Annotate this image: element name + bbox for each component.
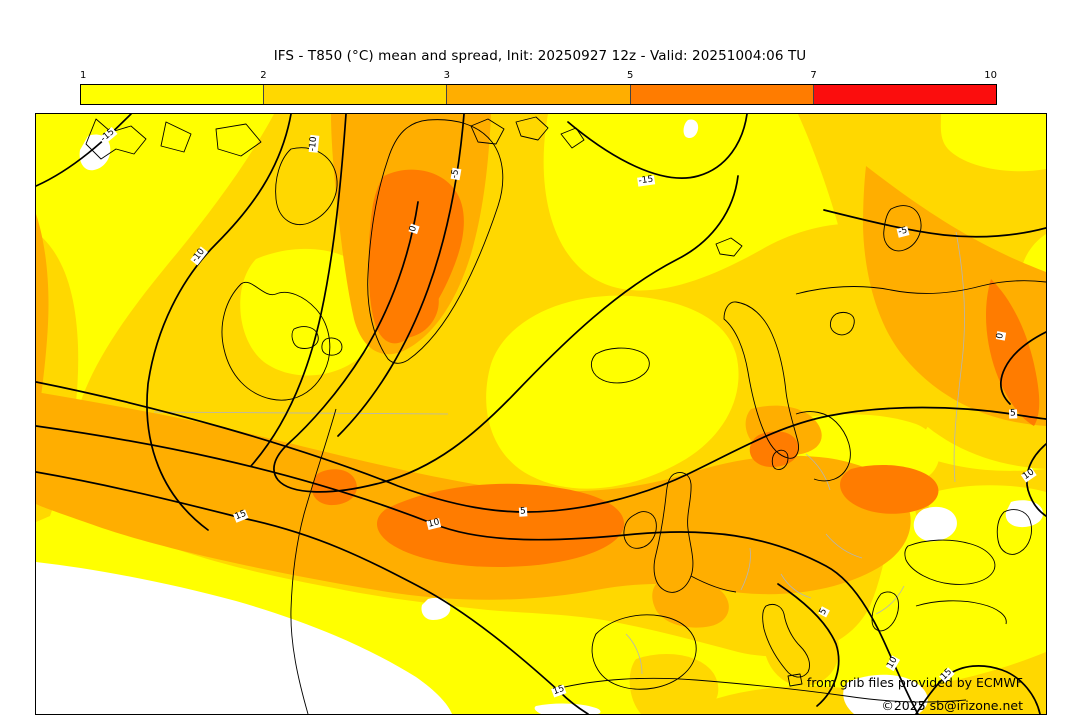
attribution-copyright: ©2025 sb@irizone.net <box>881 698 1023 713</box>
colorbar-tick: 2 <box>260 70 267 81</box>
contour-value-label: -15 <box>637 174 655 187</box>
contour-value-label: 5 <box>817 606 830 618</box>
colorbar-segment-1-2 <box>81 85 265 104</box>
contour-value-label: 5 <box>1008 408 1018 419</box>
chart-title: IFS - T850 (°C) mean and spread, Init: 2… <box>273 48 807 64</box>
colorbar-segment-3-5 <box>447 85 631 104</box>
colorbar-segment-2-3 <box>264 85 448 104</box>
contour-value-label: -15 <box>98 127 118 145</box>
contour-value-label: 5 <box>518 506 528 517</box>
contour-value-label: 15 <box>551 683 567 698</box>
colorbar-tick: 7 <box>810 70 817 81</box>
colorbar-segment-7-10 <box>813 85 997 104</box>
colorbar-tick: 10 <box>984 70 997 81</box>
mean-contour-lines-layer <box>36 114 1046 714</box>
colorbar-scale <box>80 84 997 105</box>
colorbar-tick: 5 <box>627 70 634 81</box>
map-graphic <box>36 114 1046 714</box>
contour-value-label: 10 <box>1020 467 1038 483</box>
contour-value-label: 10 <box>426 517 442 530</box>
spread-colorbar: 1 2 3 5 7 10 <box>80 70 997 105</box>
contour-labels-layer: -15 -10 -10 -5 -15 0 -5 0 15 10 5 5 10 5 10 15 15 <box>36 114 1046 714</box>
attribution-source: from grib files provided by ECMWF <box>806 675 1023 690</box>
contour-value-label: 0 <box>407 223 420 235</box>
contour-value-label: -5 <box>896 225 910 238</box>
colorbar-segment-5-7 <box>630 85 814 104</box>
contour-value-label: -10 <box>307 135 320 153</box>
colorbar-tick-labels: 1 2 3 5 7 10 <box>80 70 997 84</box>
contour-value-label: -10 <box>190 246 208 266</box>
contour-value-label: 15 <box>233 508 249 523</box>
colorbar-tick: 1 <box>80 70 87 81</box>
colorbar-tick: 3 <box>443 70 450 81</box>
contour-value-label: 0 <box>995 331 1007 341</box>
contour-value-label: -5 <box>449 167 462 181</box>
country-borders-layer <box>153 231 965 675</box>
contour-value-label: 10 <box>885 654 901 672</box>
map-panel: -15 -10 -10 -5 -15 0 -5 0 15 10 5 5 10 5 10 15 15 from g… <box>35 113 1047 715</box>
